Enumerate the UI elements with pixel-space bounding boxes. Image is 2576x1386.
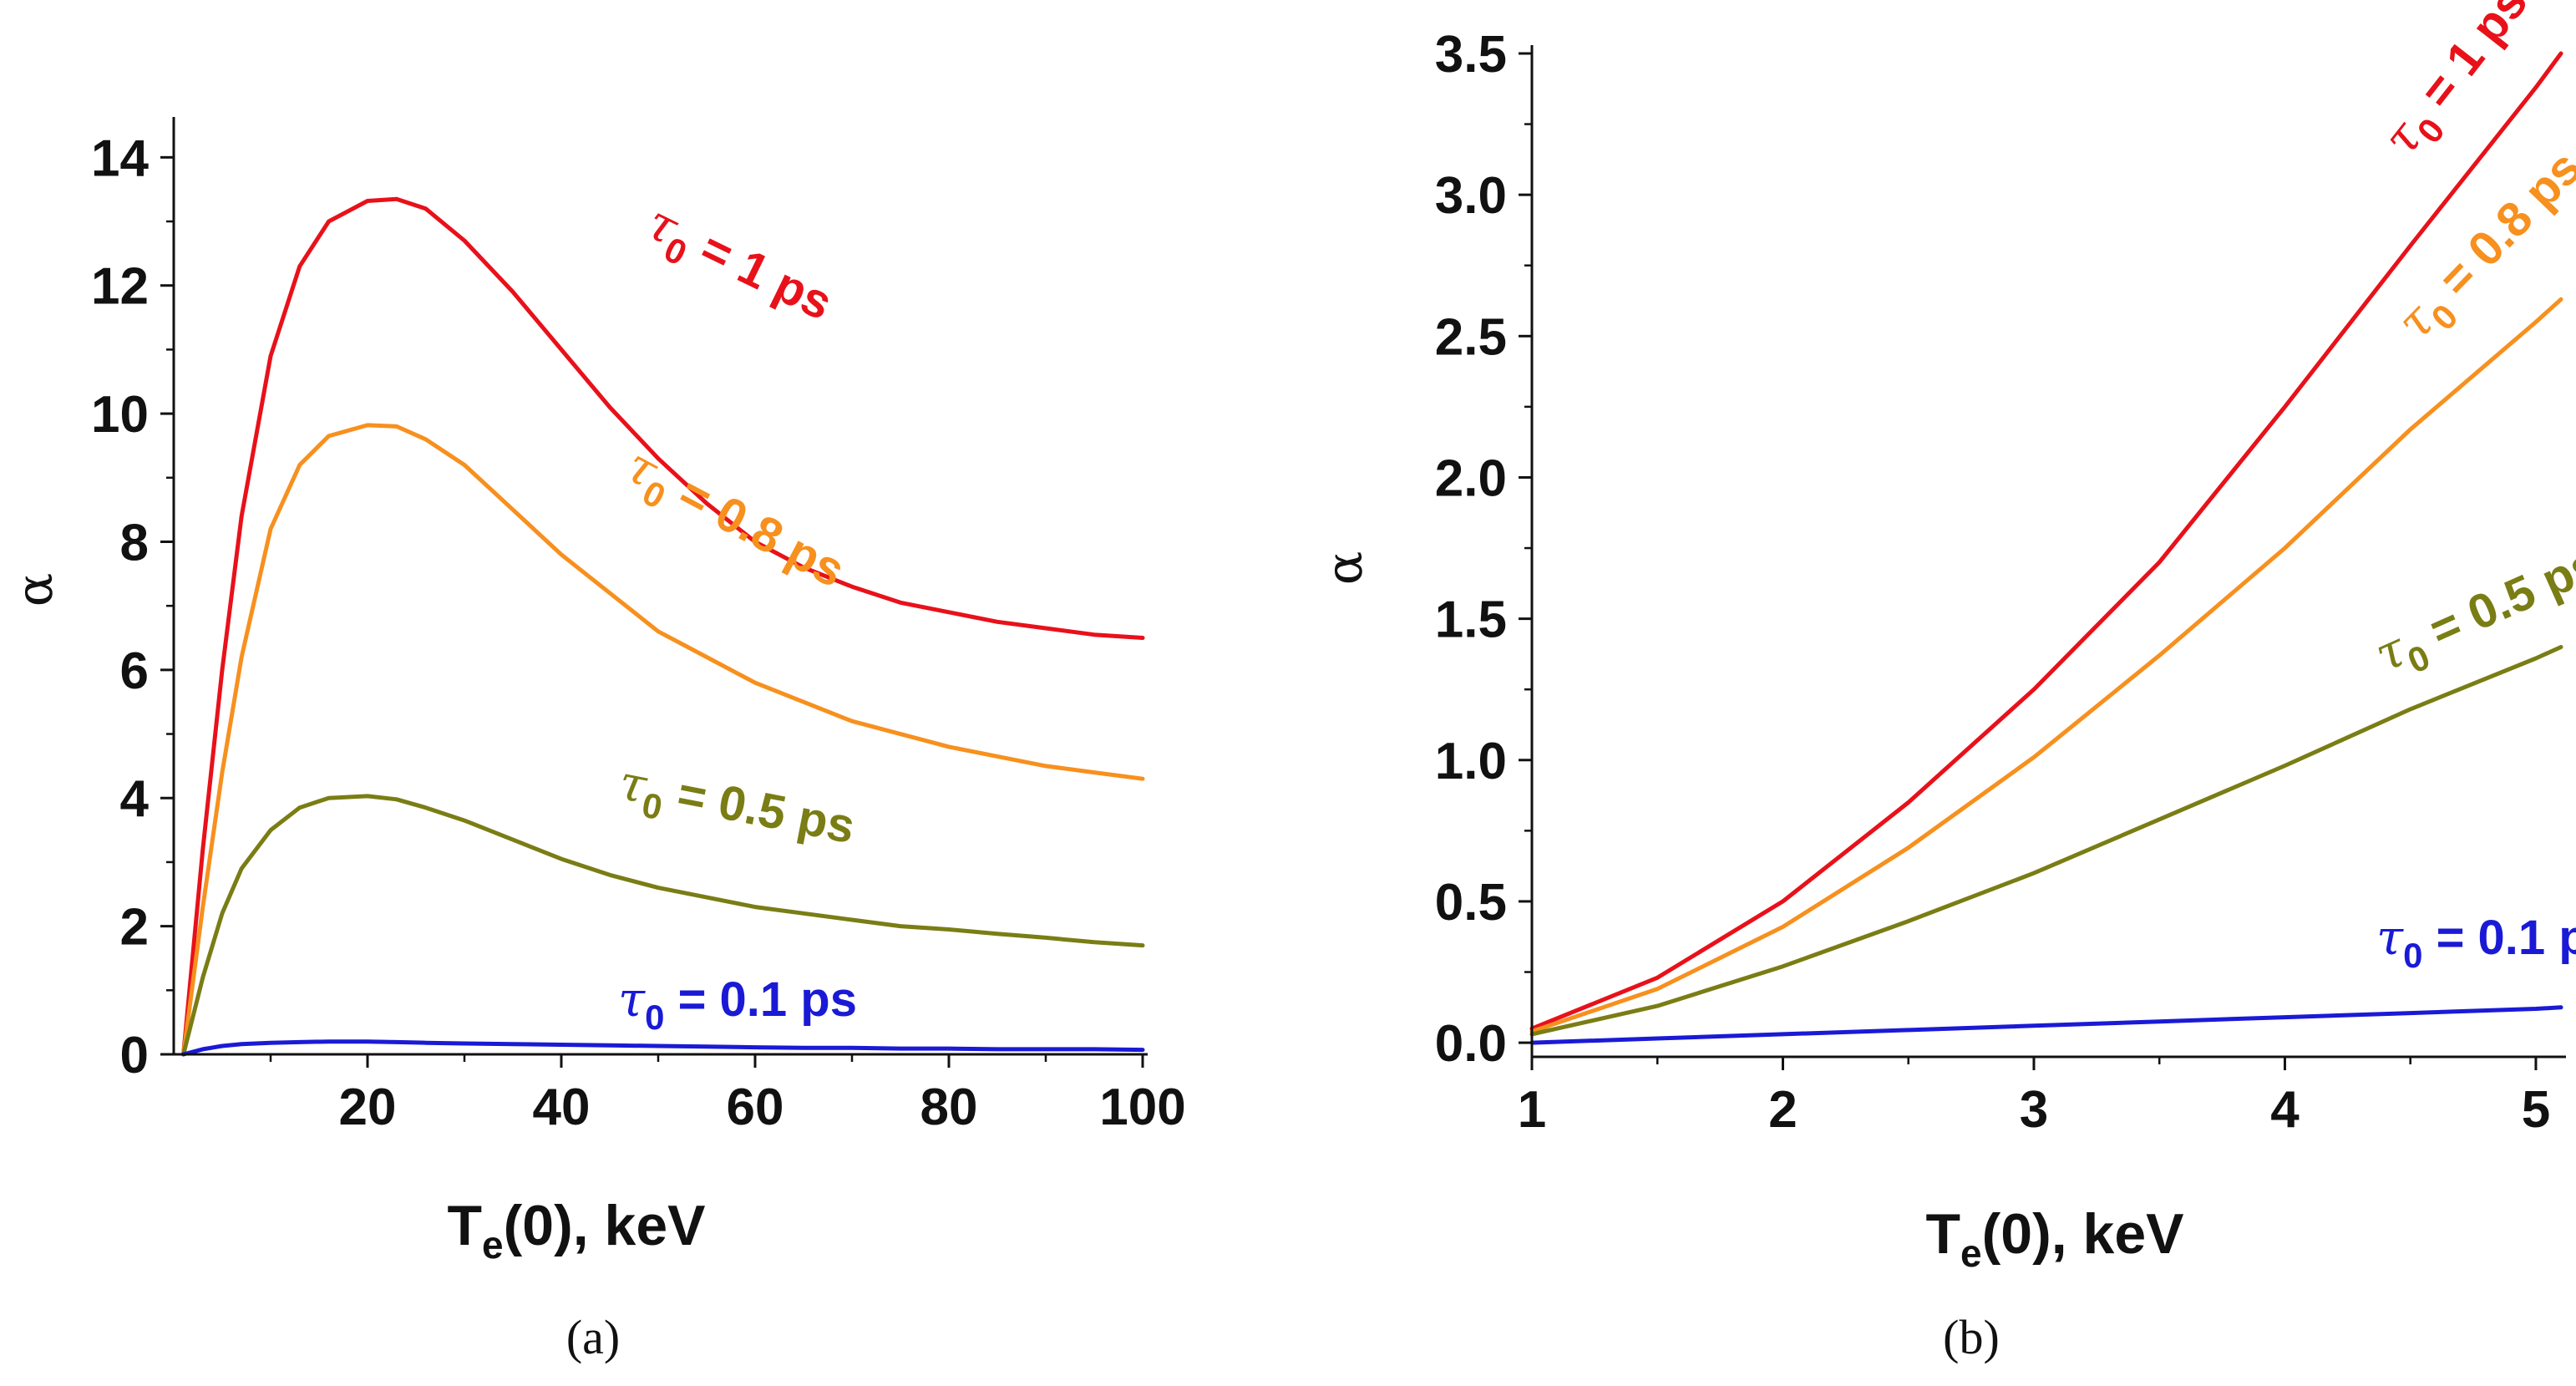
x-tick-label: 1 xyxy=(1518,1081,1546,1139)
panel-a-x-axis-title: Te(0), keV xyxy=(447,1194,705,1267)
curve-label-tau01: τ0 = 0.1 ps xyxy=(2376,909,2576,975)
curve-label-tau08: τ0 = 0.8 ps xyxy=(2386,140,2576,358)
y-tick-label: 10 xyxy=(91,386,149,444)
y-tick-label: 12 xyxy=(91,258,149,316)
x-tick-label: 60 xyxy=(727,1079,784,1136)
y-tick-label: 3.0 xyxy=(1435,167,1507,225)
series-line-tau08 xyxy=(1529,297,2563,1034)
series-line-tau08 xyxy=(181,423,1145,1057)
curve-label-tau1: τ0 = 1 ps xyxy=(2371,0,2546,171)
panel-a-curves xyxy=(181,196,1145,1057)
panel-a-label: (a) xyxy=(566,1310,620,1364)
series-line-tau1 xyxy=(181,196,1145,1057)
y-tick-label: 0.0 xyxy=(1435,1015,1507,1073)
x-tick-label: 2 xyxy=(1768,1081,1797,1139)
y-tick-label: 6 xyxy=(120,642,149,700)
panel-a-chart: 0 2 4 6 8 10 12 14 20 40 60 80 100 τ0 = 1 ps τ0 = 0.8… xyxy=(6,117,1186,1364)
panel-b-axes: 0.0 0.5 1.0 1.5 2.0 2.5 3.0 3.5 1 2 3 4 5 xyxy=(1435,26,2566,1139)
curve-label-tau05: τ0 = 0.5 ps xyxy=(612,754,860,864)
x-tick-label: 3 xyxy=(2020,1081,2048,1139)
series-line-tau05 xyxy=(181,794,1145,1057)
x-tick-label: 40 xyxy=(533,1079,591,1136)
series-line-tau1 xyxy=(1529,51,2563,1031)
y-tick-label: 2.5 xyxy=(1435,308,1507,366)
panel-b-y-axis-title: α xyxy=(1316,551,1374,586)
panel-a-y-axis-title: α xyxy=(6,573,64,607)
x-tick-label: 80 xyxy=(920,1079,978,1136)
panel-a-axes: 0 2 4 6 8 10 12 14 20 40 60 80 100 xyxy=(91,117,1186,1136)
x-tick-label: 20 xyxy=(339,1079,397,1136)
panel-b-chart: 0.00.51.01.52.02.53.03.51 2 3 4 5 τ0 = 1 psτ… xyxy=(1316,0,2576,1364)
y-tick-label: 2.0 xyxy=(1435,449,1507,507)
y-tick-label: 0 xyxy=(120,1027,149,1084)
panel-b-x-axis-title: Te(0), keV xyxy=(1925,1202,2183,1275)
curve-label-tau08: τ0 = 0.8 ps xyxy=(612,436,854,607)
x-tick-label: 4 xyxy=(2270,1081,2300,1139)
curve-label-tau05: τ0 = 0.5 ps xyxy=(2366,534,2576,691)
series-line-tau05 xyxy=(1529,645,2563,1037)
y-tick-label: 2 xyxy=(120,899,149,957)
y-tick-label: 8 xyxy=(120,514,149,571)
y-tick-label: 1.5 xyxy=(1435,591,1507,649)
y-tick-label: 1.0 xyxy=(1435,733,1507,790)
series-line-tau01 xyxy=(181,1039,1145,1057)
y-tick-label: 14 xyxy=(91,129,149,187)
panel-b-label: (b) xyxy=(1943,1310,2000,1364)
curve-label-tau01: τ0 = 0.1 ps xyxy=(618,971,857,1037)
x-tick-label: 5 xyxy=(2522,1081,2550,1139)
panel-a-curve-labels: τ0 = 1 ps τ0 = 0.8 ps τ0 = 0.5 ps τ0 = 0.1 … xyxy=(612,193,860,1037)
series-line-tau01 xyxy=(1529,1005,2563,1045)
panel-b-curves xyxy=(1529,51,2563,1045)
y-tick-label: 3.5 xyxy=(1435,26,1507,84)
y-tick-label: 4 xyxy=(120,770,150,828)
x-tick-label: 100 xyxy=(1099,1079,1185,1136)
curve-label-tau1: τ0 = 1 ps xyxy=(634,193,841,339)
y-tick-label: 0.5 xyxy=(1435,874,1507,932)
